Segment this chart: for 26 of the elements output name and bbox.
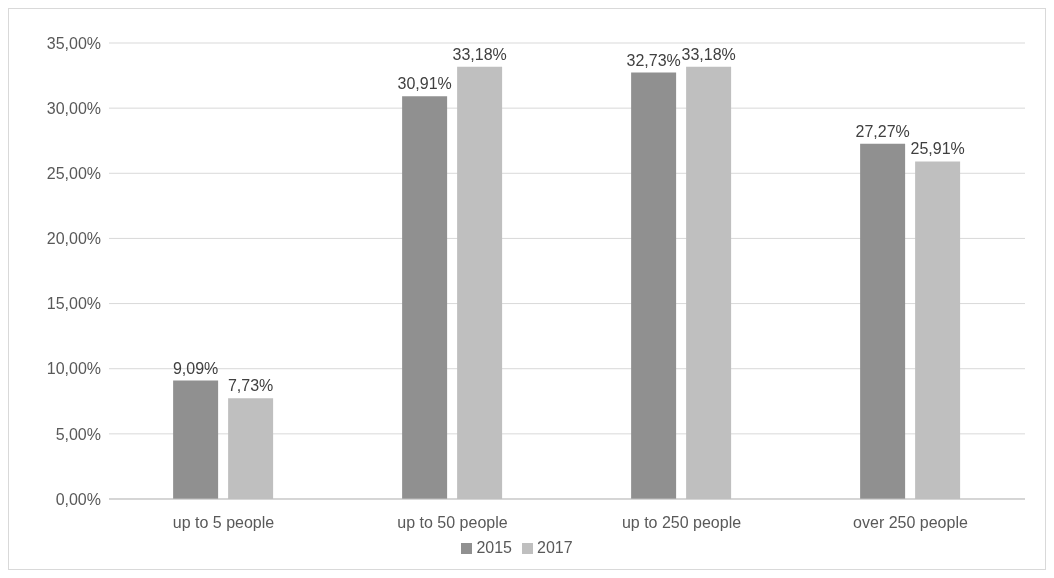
legend-label: 2017: [537, 539, 573, 556]
data-label: 27,27%: [855, 122, 910, 140]
data-label: 25,91%: [910, 140, 965, 158]
data-label: 33,18%: [681, 45, 736, 63]
y-tick-label: 15,00%: [46, 295, 101, 313]
data-label: 32,73%: [626, 51, 681, 69]
y-tick-label: 0,00%: [55, 490, 101, 508]
y-tick-label: 10,00%: [46, 360, 101, 378]
y-tick-label: 5,00%: [55, 425, 101, 443]
data-label: 7,73%: [227, 377, 274, 395]
bar: [631, 72, 677, 499]
y-tick-label: 20,00%: [46, 230, 101, 248]
x-tick-label: over 250 people: [853, 514, 968, 532]
bar: [402, 96, 448, 499]
legend-label: 2015: [476, 539, 512, 556]
bar: [860, 143, 906, 499]
y-tick-label: 25,00%: [46, 164, 101, 182]
x-tick-label: up to 250 people: [621, 514, 742, 532]
data-label: 33,18%: [452, 45, 507, 63]
data-label: 30,91%: [397, 75, 452, 93]
y-tick-label: 35,00%: [46, 34, 101, 52]
x-tick-label: up to 50 people: [397, 514, 508, 532]
x-tick-label: up to 5 people: [172, 514, 275, 532]
y-tick-label: 30,00%: [46, 99, 101, 117]
bar: [173, 380, 219, 499]
data-label: 9,09%: [172, 359, 219, 377]
